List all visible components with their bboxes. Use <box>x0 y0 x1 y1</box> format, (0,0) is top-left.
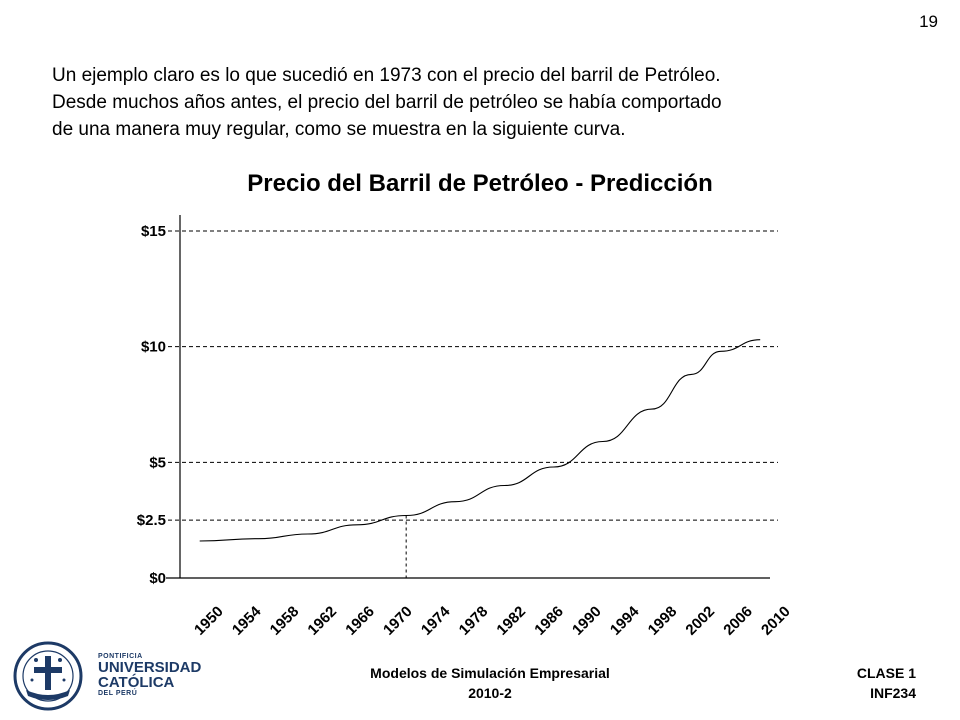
course-term: 2010-2 <box>468 685 512 701</box>
page-number: 19 <box>919 12 938 31</box>
university-logo: PONTIFICIA UNIVERSIDAD CATÓLICA DEL PERÚ <box>10 640 210 712</box>
x-tick-label: 1966 <box>342 603 378 639</box>
intro-line: Desde muchos años antes, el precio del b… <box>52 92 722 113</box>
chart-title: Precio del Barril de Petróleo - Predicci… <box>247 170 713 197</box>
axes <box>166 215 770 579</box>
x-tick-label: 1986 <box>531 603 567 639</box>
x-tick-label: 1954 <box>229 603 265 639</box>
course-code: INF234 <box>870 685 916 701</box>
intro-paragraph: Un ejemplo claro es lo que sucedió en 19… <box>52 62 912 143</box>
x-tick-labels: 1950 1954 1958 1962 1966 1970 1974 1978 1982 1986… <box>191 603 794 639</box>
x-tick-label: 1982 <box>493 603 529 639</box>
x-tick-label: 1978 <box>456 603 492 639</box>
line-chart: $0$2.5$5$10$15 1950 1954 1958 1962 1966 1970 1… <box>137 215 794 639</box>
x-tick-label: 1962 <box>304 603 340 639</box>
course-name: Modelos de Simulación Empresarial <box>370 665 610 681</box>
x-tick-label: 2006 <box>720 603 756 639</box>
x-tick-label: 1990 <box>569 603 605 639</box>
y-tick-label: $0 <box>149 570 166 587</box>
logo-line: DEL PERÚ <box>98 690 138 697</box>
series <box>199 339 761 542</box>
logo-line: PONTIFICIA <box>98 653 143 660</box>
y-tick-label: $5 <box>149 454 166 471</box>
x-tick-label: 2002 <box>682 603 718 639</box>
y-tick-label: $15 <box>141 223 166 240</box>
gridlines <box>168 230 778 521</box>
intro-line: de una manera muy regular, como se muest… <box>52 119 626 140</box>
footer-class: CLASE 1 INF234 <box>857 663 916 703</box>
logo-line: UNIVERSIDAD <box>98 659 202 676</box>
x-tick-label: 1974 <box>418 603 454 639</box>
y-tick-label: $10 <box>141 339 166 356</box>
intro-line: Un ejemplo claro es lo que sucedió en 19… <box>52 65 721 86</box>
logo-line: CATÓLICA <box>98 674 175 691</box>
x-tick-label: 1998 <box>645 603 681 639</box>
x-tick-label: 2010 <box>758 603 794 639</box>
logo-wordmark: PONTIFICIA UNIVERSIDAD CATÓLICA DEL PERÚ <box>98 653 201 697</box>
x-tick-label: 1994 <box>607 603 643 639</box>
footer-course: Modelos de Simulación Empresarial 2010-2 <box>290 663 690 703</box>
y-tick-labels: $0 $2.5 $5 $10 $15 <box>137 223 166 587</box>
x-tick-label: 1970 <box>380 603 416 639</box>
class-number: CLASE 1 <box>856 665 916 681</box>
x-tick-label: 1958 <box>267 603 303 639</box>
series-line <box>199 339 761 542</box>
x-tick-label: 1950 <box>191 603 227 639</box>
university-seal-icon <box>13 641 83 711</box>
y-tick-label: $2.5 <box>137 512 166 529</box>
